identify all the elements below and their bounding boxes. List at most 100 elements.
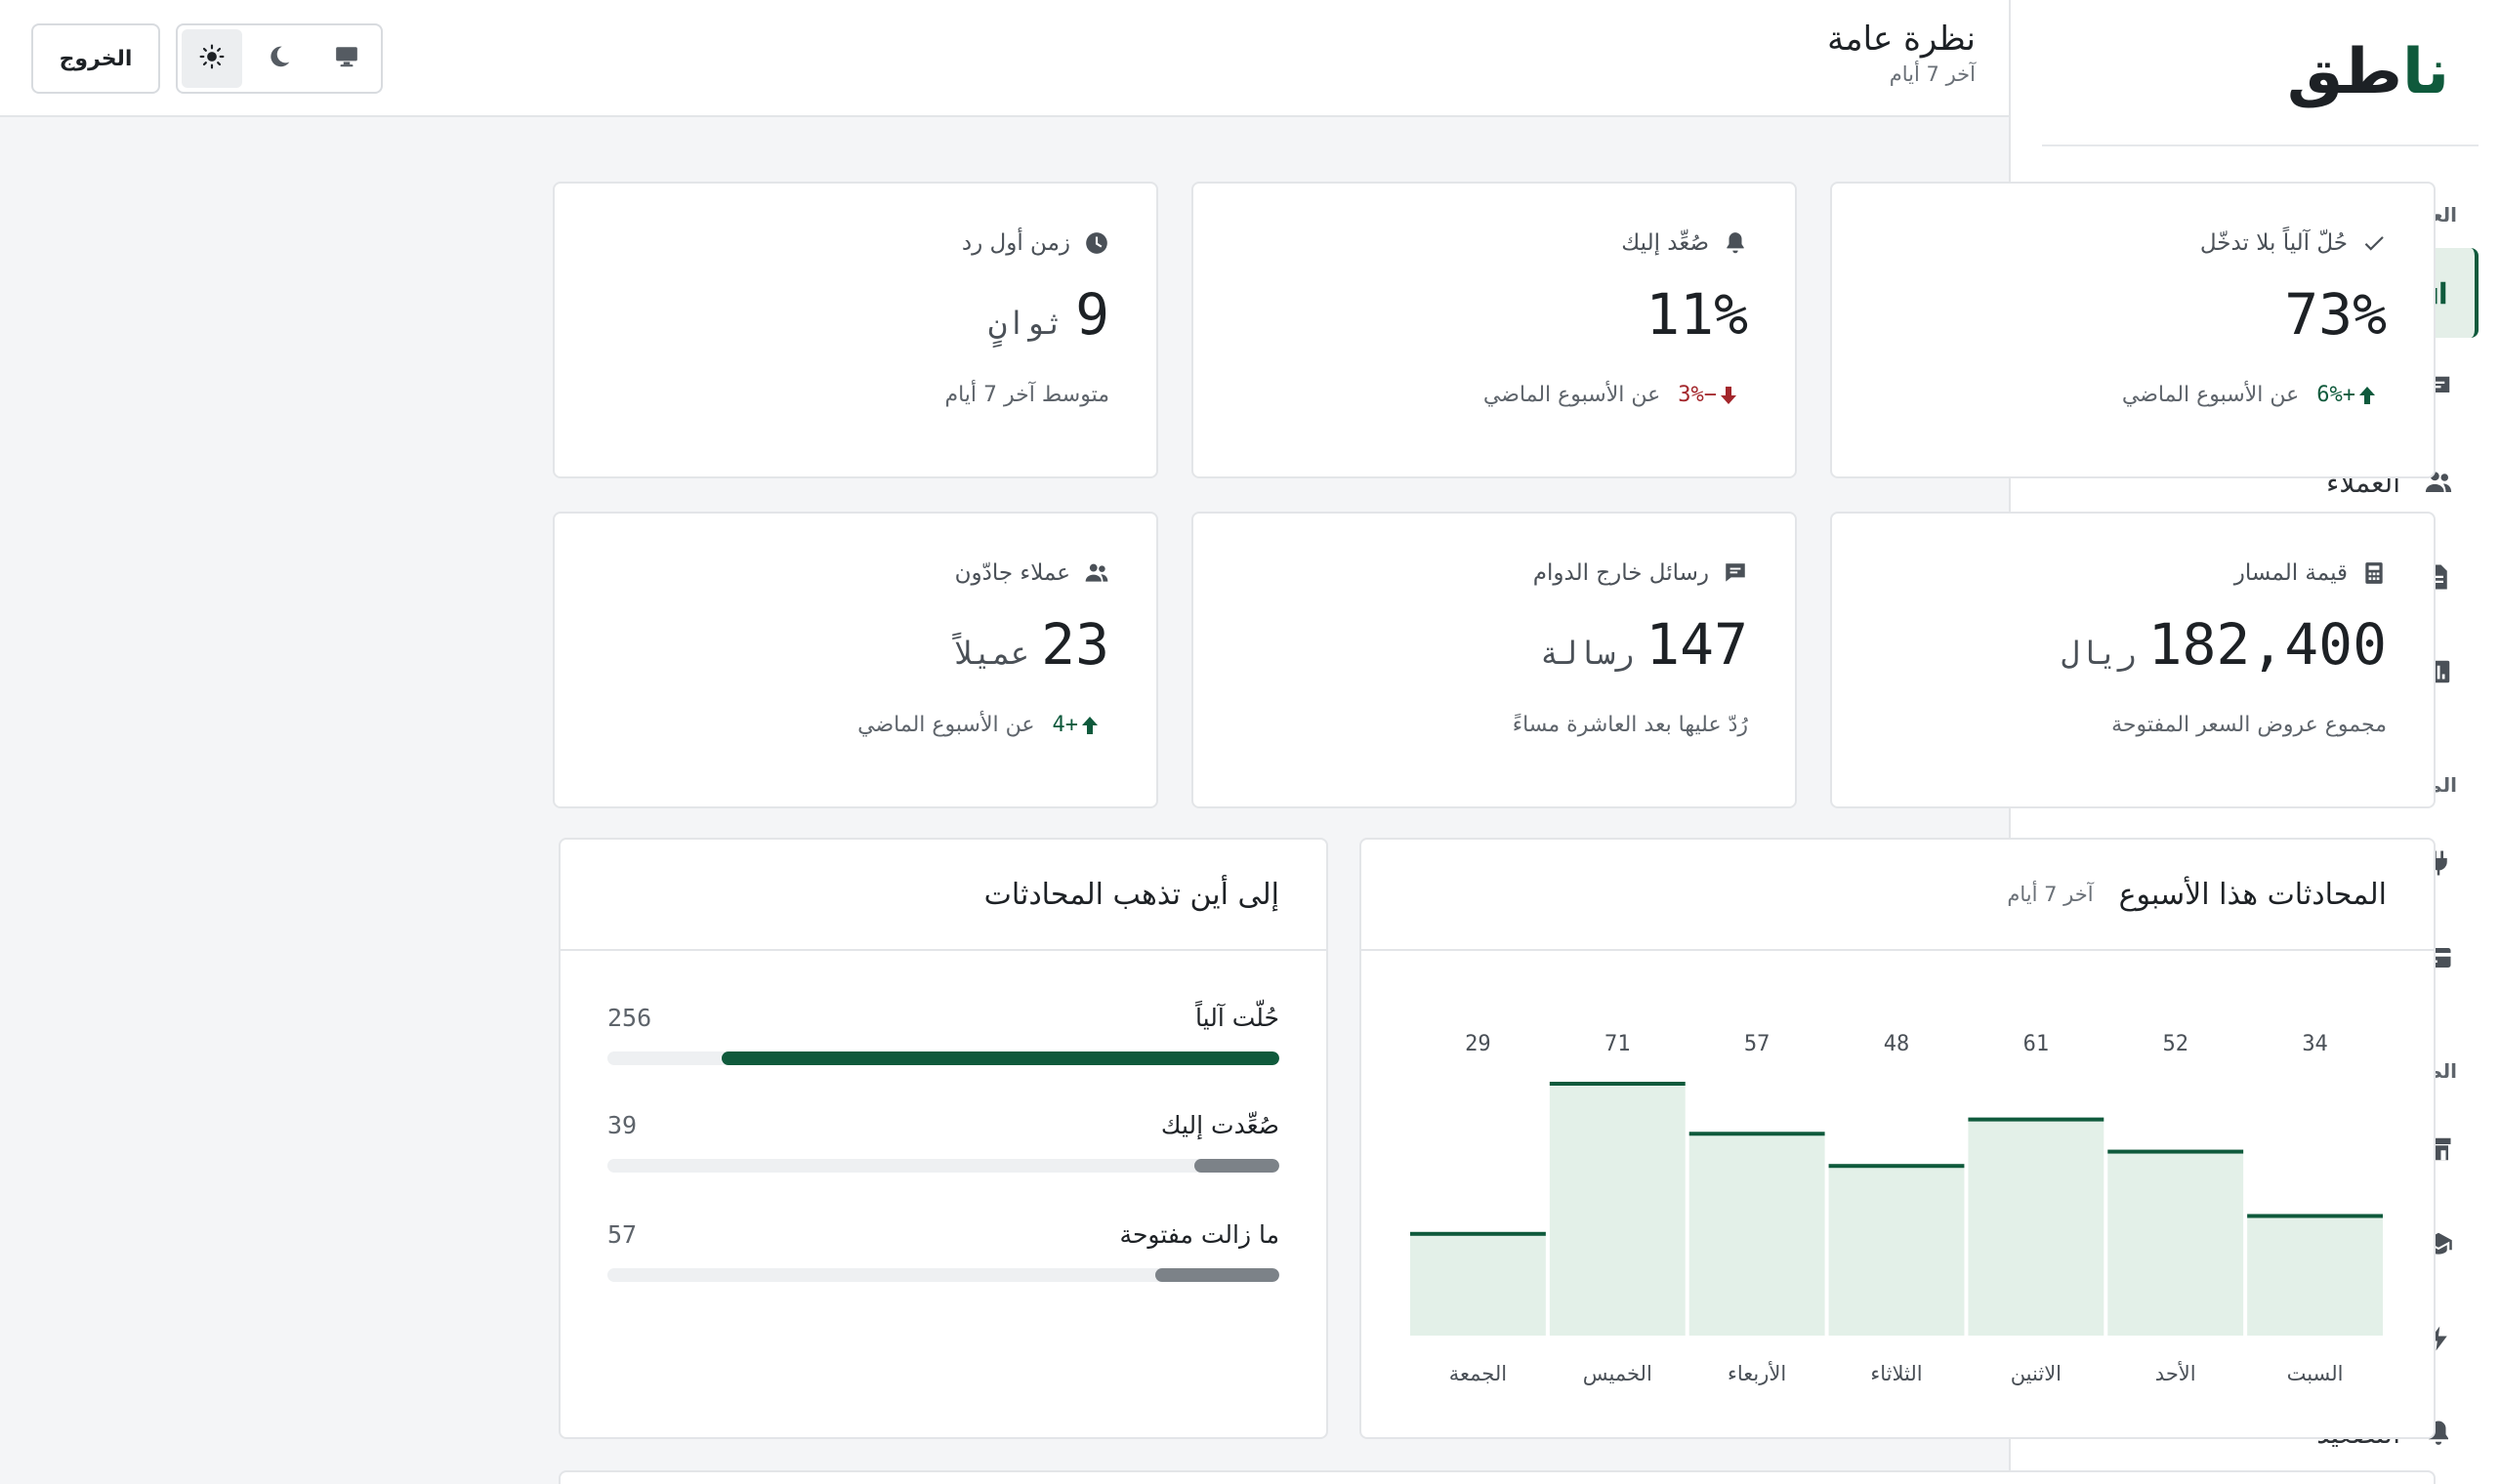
people-icon [1084, 560, 1109, 586]
stat-label: زمن أول رد [602, 230, 1109, 256]
stat-label-text: قيمة المسار [2233, 560, 2348, 586]
funnel-row: صُعِّدت إليك 39 [607, 1111, 1279, 1173]
stat-card-serious-customers: عملاء جادّون 23 عميلاً +4 عن الأسبوع الما… [553, 512, 1158, 808]
stat-unit: ثوانٍ [988, 305, 1064, 342]
funnel-fill [1154, 1268, 1279, 1282]
conversation-outcomes-card: إلى أين تذهب المحادثات حُلّت آلياً 256 ص… [559, 838, 1328, 1439]
chat-icon [1723, 560, 1748, 586]
top-actions: الخروج [31, 23, 383, 94]
bar-value-label: 61 [2023, 1032, 2050, 1056]
stat-label: حُلّ آلياً بلا تدخّل [1879, 230, 2387, 256]
page-title: نظرة عامة [1827, 20, 1976, 59]
funnel-fill [1194, 1159, 1279, 1173]
stat-label: عملاء جادّون [602, 560, 1109, 586]
bar-value-label: 29 [1465, 1032, 1491, 1056]
bar-4[interactable] [1688, 1132, 1825, 1336]
clock-icon [1084, 230, 1109, 256]
category-label: الثلاثاء [1870, 1362, 1922, 1385]
funnel-count: 57 [607, 1220, 638, 1249]
bell-icon [1723, 230, 1748, 256]
stat-foot: رُدّ عليها بعد العاشرة مساءً [1240, 713, 1748, 737]
funnel-count: 256 [607, 1004, 652, 1032]
stat-foot: −3% عن الأسبوع الماضي [1240, 383, 1748, 407]
stat-label-text: زمن أول رد [961, 230, 1070, 256]
monitor-icon [334, 44, 359, 73]
funnel-card-header: إلى أين تذهب المحادثات [561, 840, 1326, 951]
logo-rest: طق [2286, 36, 2402, 108]
bar-chart: 34 السبت 52 الأحد 61 الاثنين 48 الثلاثاء 57 الأرب… [1410, 1032, 2383, 1385]
bar-top-1 [2107, 1149, 2244, 1154]
stat-footnote: رُدّ عليها بعد العاشرة مساءً [1512, 713, 1748, 737]
bar-value-label: 57 [1744, 1032, 1771, 1056]
stat-value-row: 23 عميلاً [602, 611, 1109, 678]
delta-indicator: +4 [1053, 713, 1110, 737]
stat-foot: متوسط آخر 7 أيام [602, 383, 1109, 407]
bar-3[interactable] [1828, 1164, 1965, 1336]
top-bar: نظرة عامة آخر 7 أيام الخروج [0, 0, 2009, 117]
bar-1[interactable] [2107, 1149, 2244, 1336]
stat-footnote: متوسط آخر 7 أيام [944, 383, 1109, 407]
category-label: الأحد [2155, 1361, 2196, 1385]
funnel-title: إلى أين تذهب المحادثات [983, 877, 1279, 912]
stat-label: صُعِّد إليك [1240, 230, 1748, 256]
funnel-row-head: حُلّت آلياً 256 [607, 1004, 1279, 1032]
stat-card-pipeline-value: قيمة المسار 182,400 ريال مجموع عروض السع… [1830, 512, 2436, 808]
category-label: السبت [2287, 1362, 2344, 1385]
funnel-track [607, 1159, 1279, 1173]
theme-light-button[interactable] [182, 29, 242, 88]
stat-footnote: عن الأسبوع الماضي [2121, 383, 2300, 407]
category-label: الأربعاء [1728, 1361, 1786, 1385]
stat-value-row: 147 رسالة [1240, 611, 1748, 678]
stat-value-row: 73% [1879, 281, 2387, 348]
stat-card-auto-resolved: حُلّ آلياً بلا تدخّل 73% +6% عن الأسبوع ا… [1830, 182, 2436, 478]
stat-value-row: 9 ثوانٍ [602, 281, 1109, 348]
stat-card-escalated: صُعِّد إليك 11% −3% عن الأسبوع الماضي [1191, 182, 1797, 478]
app-logo[interactable]: نا طق [2042, 0, 2479, 146]
category-label: الخميس [1583, 1362, 1652, 1385]
bar-top-3 [1828, 1164, 1965, 1169]
stat-footnote: عن الأسبوع الماضي [1482, 383, 1661, 407]
arrow-up-icon [2355, 384, 2387, 407]
stat-value: 9 [1075, 281, 1109, 348]
funnel-track [607, 1051, 1279, 1065]
theme-dark-button[interactable] [249, 29, 310, 88]
page-subtitle: آخر 7 أيام [1889, 62, 1976, 86]
category-label: الجمعة [1449, 1362, 1507, 1385]
bar-2[interactable] [1968, 1117, 2104, 1336]
bar-5[interactable] [1549, 1082, 1686, 1336]
theme-system-button[interactable] [316, 29, 377, 88]
stat-label: قيمة المسار [1879, 560, 2387, 586]
moon-icon [267, 44, 292, 73]
theme-toggle [176, 23, 383, 94]
delta-indicator: −3% [1678, 383, 1748, 407]
funnel-row: حُلّت آلياً 256 [607, 1004, 1279, 1065]
stat-value: 23 [1041, 611, 1109, 678]
stat-label-text: رسائل خارج الدوام [1532, 560, 1709, 586]
sun-icon [199, 44, 225, 73]
bolt-icon [2424, 1324, 2453, 1353]
bar-6[interactable] [1410, 1231, 1546, 1336]
page-heading: نظرة عامة آخر 7 أيام [1827, 20, 1976, 86]
funnel-fill [721, 1051, 1279, 1065]
delta-value: +4 [1052, 713, 1079, 737]
bar-value-label: 34 [2302, 1032, 2328, 1056]
funnel-row-head: ما زالت مفتوحة 57 [607, 1220, 1279, 1249]
stat-value-row: 11% [1240, 281, 1748, 348]
delta-indicator: +6% [2316, 383, 2387, 407]
stat-label-text: حُلّ آلياً بلا تدخّل [2199, 230, 2348, 256]
funnel-label: ما زالت مفتوحة [1119, 1220, 1279, 1249]
logout-button[interactable]: الخروج [31, 23, 160, 94]
people-icon [2424, 468, 2453, 497]
logo-accent: نا [2401, 36, 2449, 108]
stat-footnote: مجموع عروض السعر المفتوحة [2111, 713, 2387, 737]
bar-value-label: 71 [1604, 1032, 1631, 1056]
stat-footnote: عن الأسبوع الماضي [857, 713, 1035, 737]
chart-title: المحادثات هذا الأسبوع [2118, 877, 2387, 912]
bar-top-2 [1968, 1117, 2104, 1122]
chart-card-header: المحادثات هذا الأسبوع آخر 7 أيام [1361, 840, 2434, 951]
stat-card-first-response: زمن أول رد 9 ثوانٍ متوسط آخر 7 أيام [553, 182, 1158, 478]
bar-0[interactable] [2247, 1214, 2383, 1336]
bar-top-6 [1410, 1231, 1546, 1236]
bar-top-0 [2247, 1214, 2383, 1218]
stat-unit: ريال [2061, 635, 2137, 672]
